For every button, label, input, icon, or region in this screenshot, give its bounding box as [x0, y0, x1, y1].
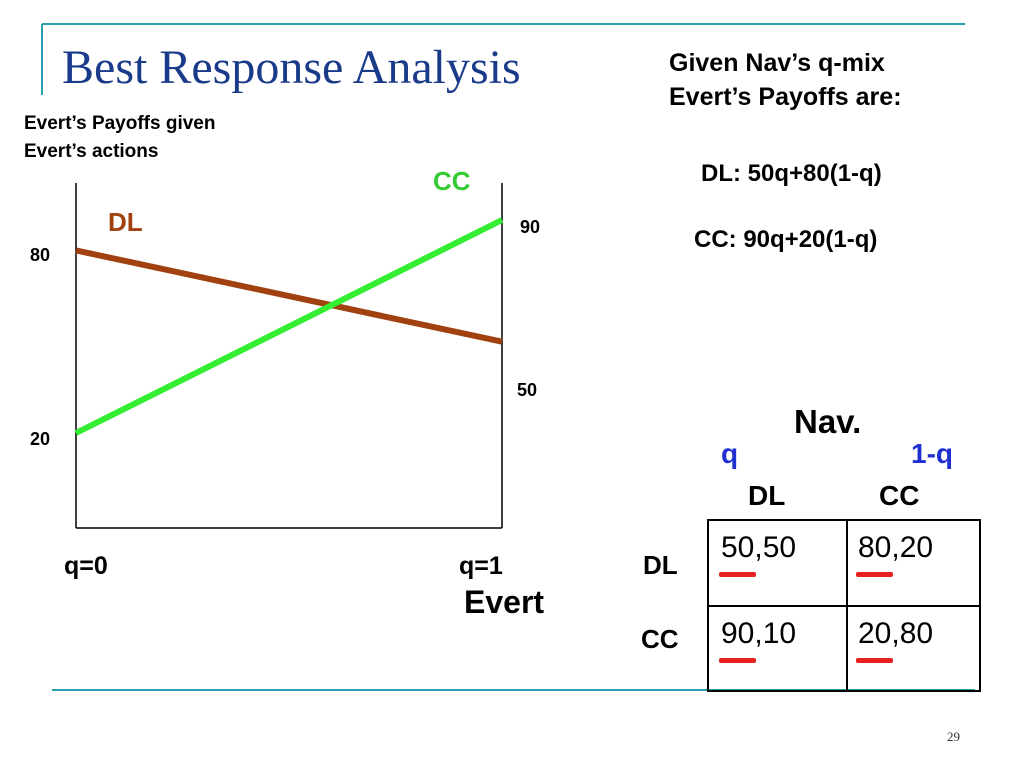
series-label-dl: DL	[108, 207, 143, 237]
chart-subtitle-line1: Evert’s Payoffs given	[24, 113, 216, 134]
evert-payoff: 80	[855, 531, 894, 577]
x-label-q1: q=1	[459, 552, 503, 580]
nav-payoff: ,50	[754, 531, 797, 564]
col-prob-right: 1-q	[911, 438, 953, 469]
evert-payoff: 20	[855, 617, 894, 663]
right-heading-line2: Evert’s Payoffs are:	[669, 83, 902, 111]
series-label-cc: CC	[433, 166, 471, 196]
x-axis-title: Evert	[464, 584, 545, 620]
slide-title: Best Response Analysis	[62, 41, 521, 94]
nav-payoff: ,10	[754, 617, 797, 650]
matrix-cell-cc-dl: 90,10	[709, 617, 797, 663]
column-player-label: Nav.	[794, 403, 862, 440]
formula-cc: CC: 90q+20(1-q)	[694, 226, 878, 253]
series-line-cc	[74, 217, 504, 436]
payoff-matrix: 50,50 80,20 90,10 20,80	[707, 519, 981, 692]
x-label-q0: q=0	[64, 552, 108, 580]
tick-label-right-low: 50	[517, 380, 538, 400]
col-prob-left: q	[721, 438, 739, 469]
nav-payoff: ,20	[891, 531, 934, 564]
evert-payoff: 90	[718, 617, 757, 663]
series-line-dl	[75, 247, 503, 345]
col-header-cc: CC	[879, 480, 920, 511]
matrix-cell-dl-dl: 50,50	[709, 531, 797, 577]
row-header-dl: DL	[643, 550, 678, 580]
tick-label-right-high: 90	[520, 217, 541, 237]
formula-dl: DL: 50q+80(1-q)	[701, 160, 882, 187]
evert-payoff: 50	[718, 531, 757, 577]
matrix-divider-horizontal	[709, 605, 979, 607]
row-header-cc: CC	[641, 624, 679, 654]
matrix-cell-dl-cc: 80,20	[846, 531, 934, 577]
chart-subtitle: Evert’s Payoffs given Evert’s actions	[24, 110, 215, 166]
chart-subtitle-line2: Evert’s actions	[24, 141, 159, 162]
tick-label-left-high: 80	[30, 245, 51, 265]
right-heading: Given Nav’s q-mix Evert’s Payoffs are:	[669, 46, 902, 114]
matrix-cell-cc-cc: 20,80	[846, 617, 934, 663]
tick-label-left-low: 20	[30, 429, 51, 449]
col-header-dl: DL	[748, 480, 786, 511]
page-number: 29	[947, 729, 960, 744]
nav-payoff: ,80	[891, 617, 934, 650]
right-heading-line1: Given Nav’s q-mix	[669, 49, 885, 77]
